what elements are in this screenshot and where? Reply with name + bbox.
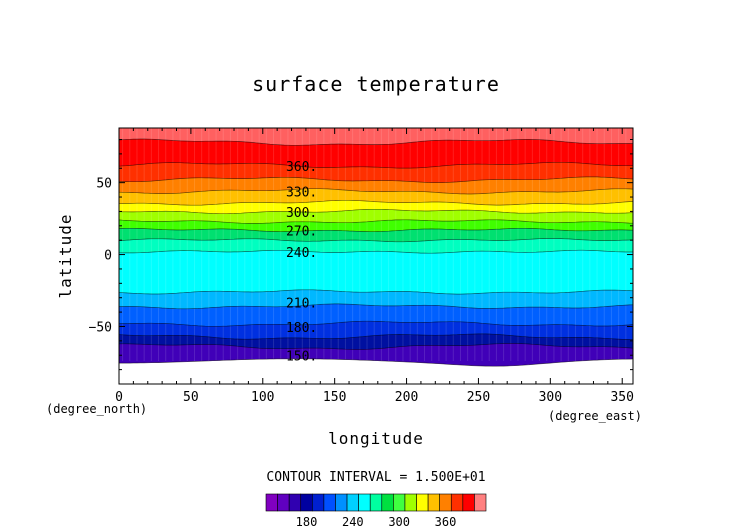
y-tick-label: 50 xyxy=(96,177,112,192)
contour-line xyxy=(118,227,634,233)
colorbar-swatch xyxy=(312,493,325,512)
colorbar-swatch xyxy=(427,493,440,512)
colorbar-swatch xyxy=(393,493,406,512)
colorbar-tick-label: 240 xyxy=(342,515,364,529)
contour-line xyxy=(118,176,634,183)
colorbar-swatch xyxy=(416,493,429,512)
contour-line xyxy=(118,289,634,295)
x-tick-label: 300 xyxy=(539,390,562,405)
contour-line xyxy=(118,208,634,215)
x-tick-label: 250 xyxy=(467,390,490,405)
contour-label: 210. xyxy=(286,296,317,311)
y-axis-label: latitude xyxy=(56,213,75,298)
x-tick-label: 150 xyxy=(323,390,346,405)
x-tick-label: 100 xyxy=(251,390,274,405)
colorbar-swatch xyxy=(369,493,383,512)
chart-title: surface temperature xyxy=(252,72,500,96)
contour-line xyxy=(118,161,634,169)
contour-line xyxy=(119,320,634,327)
y-tick-label: 0 xyxy=(104,249,112,264)
y-tick-label: −50 xyxy=(89,320,112,335)
contour-band-missing xyxy=(119,358,633,384)
colorbar-swatch xyxy=(381,493,394,512)
contour-label: 270. xyxy=(286,225,317,240)
contour-interval-text: CONTOUR INTERVAL = 1.500E+01 xyxy=(266,470,485,485)
contour-line xyxy=(118,343,634,350)
colorbar-swatch xyxy=(358,493,371,512)
colorbar-tick-label: 180 xyxy=(296,515,318,529)
contour-label: 300. xyxy=(286,206,317,221)
colorbar-swatch xyxy=(346,493,359,512)
colorbar-swatch xyxy=(474,493,487,512)
contour-label: 360. xyxy=(286,160,317,175)
x-tick-label: 200 xyxy=(395,390,418,405)
plot-area xyxy=(119,128,633,384)
contour-line xyxy=(118,199,634,206)
contour-line xyxy=(118,238,634,243)
plot-frame xyxy=(118,127,634,385)
colorbar-swatch xyxy=(288,493,302,512)
x-tick-label: 0 xyxy=(115,390,123,405)
colorbar-swatch xyxy=(265,493,278,512)
colorbar-swatch xyxy=(323,493,336,512)
colorbar: 180 240 300 360 xyxy=(265,493,487,529)
x-tick-label: 50 xyxy=(183,390,199,405)
y-unit-label: (degree_north) xyxy=(46,402,147,416)
colorbar-swatch xyxy=(439,493,452,512)
colorbar-swatch xyxy=(404,493,417,512)
contour-label: 150. xyxy=(286,350,317,365)
contour-line xyxy=(118,249,633,254)
colorbar-tick-label: 300 xyxy=(388,515,410,529)
contour-label: 330. xyxy=(286,186,317,201)
x-axis-label: longitude xyxy=(328,429,424,448)
colorbar-swatch xyxy=(450,493,464,512)
contour-line xyxy=(118,333,633,340)
contour-line xyxy=(118,219,634,224)
x-unit-label: (degree_east) xyxy=(548,409,642,423)
contour-line xyxy=(118,138,634,146)
contour-line xyxy=(118,188,634,195)
y-axis: −50 0 50 xyxy=(89,139,633,371)
colorbar-swatch xyxy=(462,493,475,512)
contour-line xyxy=(119,303,634,310)
contour-lines xyxy=(118,138,634,367)
contour-labels: 360. 330. 300. 270. 240. 210. 180. 150. xyxy=(286,160,317,365)
colorbar-swatch xyxy=(335,493,348,512)
colorbar-swatch xyxy=(277,493,290,512)
colorbar-tick-label: 360 xyxy=(435,515,457,529)
contour-label: 180. xyxy=(286,321,317,336)
x-tick-label: 350 xyxy=(610,390,633,405)
x-axis: 0 50 100 150 200 250 300 350 xyxy=(115,128,634,405)
contour-line xyxy=(119,358,634,367)
contour-label: 240. xyxy=(286,246,317,261)
colorbar-swatch xyxy=(300,493,313,512)
